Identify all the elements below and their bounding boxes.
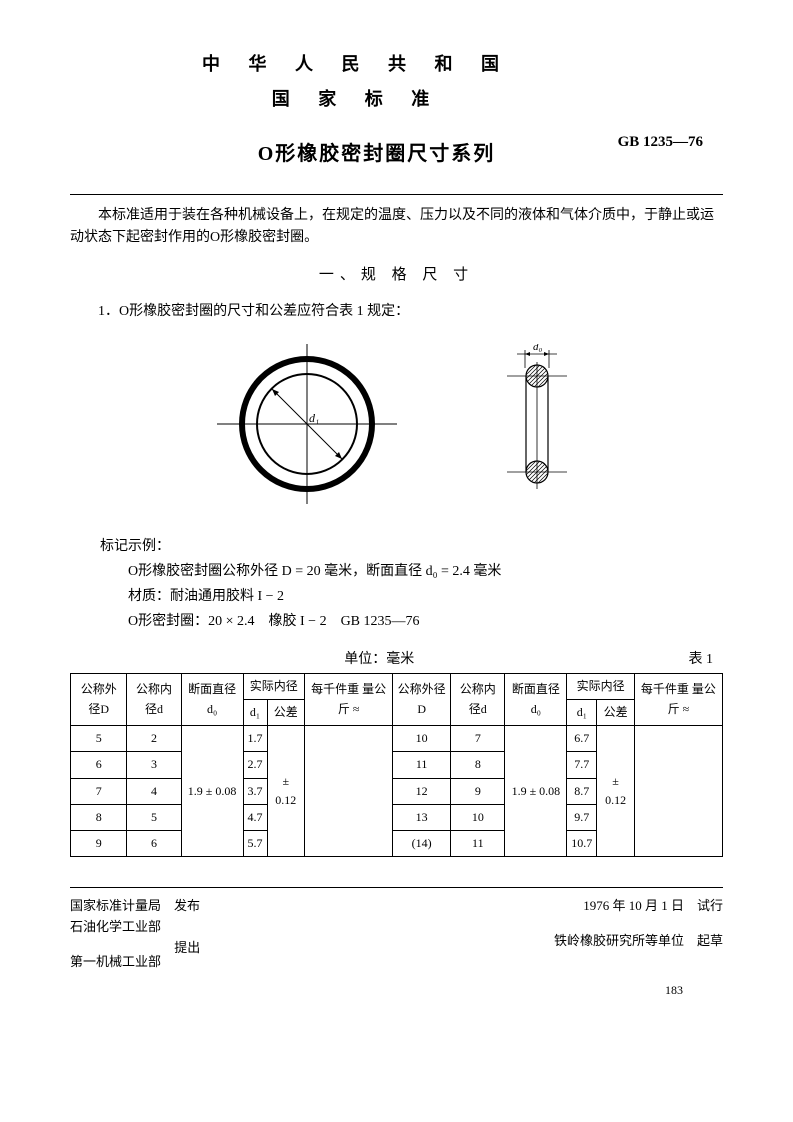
example-heading: 标记示例：	[100, 534, 723, 559]
table-cell: 6.7	[567, 726, 597, 752]
footer-dept2: 第一机械工业部	[70, 954, 161, 969]
table-cell: 12	[393, 778, 451, 804]
table-caption: 单位：毫米 表 1	[70, 649, 713, 671]
table-cell: 9	[451, 778, 505, 804]
table-cell: 11	[393, 752, 451, 778]
table-cell: 2	[127, 726, 181, 752]
th-weight2: 每千件重 量公斤 ≈	[634, 673, 722, 725]
table-cell: 1.7	[243, 726, 267, 752]
table-cell: 9	[71, 831, 127, 857]
table-cell: 10.7	[567, 831, 597, 857]
table-cell: 4	[127, 778, 181, 804]
th-d2: 公称内径d	[451, 673, 505, 725]
table-cell: 6	[71, 752, 127, 778]
example-block: 标记示例： O形橡胶密封圈公称外径 D = 20 毫米，断面直径 d₀ = 2.…	[100, 534, 723, 635]
d1-label: d₁	[309, 411, 319, 425]
footer-divider	[70, 887, 723, 888]
table-cell: 10	[451, 804, 505, 830]
footer-left: 国家标准计量局 发布 石油化学工业部 第一机械工业部 提出	[70, 896, 200, 972]
th-tolb: 公差	[597, 700, 635, 726]
table-cell: 3	[127, 752, 181, 778]
country-line1: 中 华 人 民 共 和 国	[0, 50, 723, 79]
footer-submit: 提出	[174, 938, 200, 959]
table-cell: 6	[127, 831, 181, 857]
dimension-table: 公称外径D 公称内径d 断面直径 d₀ 实际内径 每千件重 量公斤 ≈ 公称外径…	[70, 673, 723, 857]
diagram-row: d₁ d₀	[70, 344, 723, 504]
item-1: 1．O形橡胶密封圈的尺寸和公差应符合表 1 规定：	[70, 301, 723, 323]
header-block: 中 华 人 民 共 和 国 国 家 标 准 GB 1235—76 O形橡胶密封圈…	[70, 50, 723, 170]
example-line2: 材质：耐油通用胶料 I − 2	[128, 584, 723, 609]
table-cell	[634, 726, 722, 857]
table-number: 表 1	[689, 649, 714, 671]
footer-block: 国家标准计量局 发布 石油化学工业部 第一机械工业部 提出 1976 年 10 …	[70, 887, 723, 1000]
example-line1: O形橡胶密封圈公称外径 D = 20 毫米，断面直径 d₀ = 2.4 毫米	[128, 559, 723, 584]
table-cell: 10	[393, 726, 451, 752]
oring-front-view: d₁	[217, 344, 397, 504]
table-cell: 8.7	[567, 778, 597, 804]
table-cell: 4.7	[243, 804, 267, 830]
table-cell: 5.7	[243, 831, 267, 857]
table-cell	[305, 726, 393, 857]
table-cell: 1.9 ± 0.08	[505, 726, 567, 857]
oring-side-view: d₀	[497, 344, 577, 504]
table-cell: 11	[451, 831, 505, 857]
section-1-title: 一、规 格 尺 寸	[70, 263, 723, 287]
table-cell: ± 0.12	[267, 726, 305, 857]
table-cell: 5	[71, 726, 127, 752]
table-cell: 1.9 ± 0.08	[181, 726, 243, 857]
th-d: 公称内径d	[127, 673, 181, 725]
country-line2: 国 家 标 准	[0, 85, 723, 114]
th-d1b: d₁	[567, 700, 597, 726]
th-D: 公称外径D	[71, 673, 127, 725]
footer-right: 1976 年 10 月 1 日 试行 铁岭橡胶研究所等单位 起草	[554, 896, 723, 972]
standard-code: GB 1235—76	[618, 130, 703, 154]
table-cell: 3.7	[243, 778, 267, 804]
d0-label: d₀	[533, 344, 543, 353]
table-cell: 7.7	[567, 752, 597, 778]
th-weight: 每千件重 量公斤 ≈	[305, 673, 393, 725]
example-line3: O形密封圈：20 × 2.4 橡胶 I − 2 GB 1235—76	[128, 609, 723, 634]
page-number: 183	[70, 981, 723, 1000]
th-tol: 公差	[267, 700, 305, 726]
table-cell: 7	[451, 726, 505, 752]
th-actual2: 实际内径	[567, 673, 635, 699]
footer-issuer: 国家标准计量局 发布	[70, 896, 200, 917]
table-cell: ± 0.12	[597, 726, 635, 857]
table-cell: (14)	[393, 831, 451, 857]
footer-dept1: 石油化学工业部	[70, 919, 161, 934]
th-actual: 实际内径	[243, 673, 305, 699]
th-D2: 公称外径D	[393, 673, 451, 725]
table-cell: 8	[71, 804, 127, 830]
table-cell: 2.7	[243, 752, 267, 778]
th-d1: d₁	[243, 700, 267, 726]
table-cell: 8	[451, 752, 505, 778]
table-cell: 9.7	[567, 804, 597, 830]
th-d0: 断面直径 d₀	[181, 673, 243, 725]
unit-label: 单位：毫米	[344, 649, 414, 671]
table-cell: 7	[71, 778, 127, 804]
table-cell: 5	[127, 804, 181, 830]
th-d02: 断面直径 d₀	[505, 673, 567, 725]
intro-paragraph: 本标准适用于装在各种机械设备上，在规定的温度、压力以及不同的液体和气体介质中，于…	[70, 205, 723, 250]
table-cell: 13	[393, 804, 451, 830]
footer-date: 1976 年 10 月 1 日 试行	[554, 896, 723, 917]
divider	[70, 194, 723, 195]
footer-drafter: 铁岭橡胶研究所等单位 起草	[554, 931, 723, 952]
